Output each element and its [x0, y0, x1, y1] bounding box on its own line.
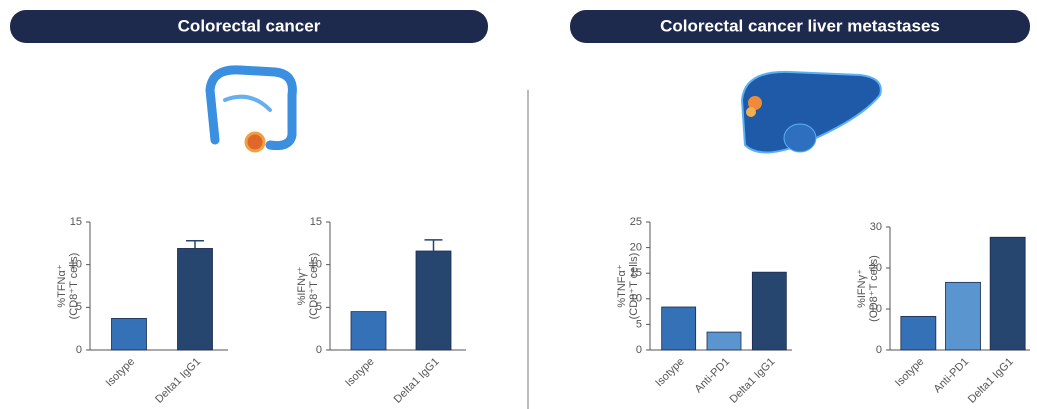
y-axis-label: %TFNα⁺ [56, 264, 68, 308]
error-bar [186, 240, 204, 249]
bar [350, 311, 387, 351]
y-tick-label: 15 [630, 267, 642, 279]
y-tick-label: 25 [630, 216, 642, 228]
bar [706, 331, 742, 351]
x-tick-label: Delta1 IgG1 [392, 356, 442, 406]
y-tick-label: 5 [316, 301, 322, 313]
y-axis-label: (CD8⁺T cells) [628, 253, 640, 320]
panel-title: Colorectal cancer liver metastases [660, 16, 940, 35]
x-tick-label: Anti-PD1 [693, 356, 733, 396]
panel-header [570, 10, 1030, 43]
y-tick-label: 0 [316, 344, 322, 356]
bar [177, 248, 213, 351]
y-tick-label: 10 [310, 259, 322, 271]
x-tick-label: Isotype [653, 356, 687, 390]
y-tick-label: 0 [876, 344, 882, 356]
x-tick-label: Isotype [104, 356, 138, 390]
y-axis-label: %IFNγ⁺ [856, 269, 868, 308]
y-axis-label: %TNFα⁺ [616, 264, 628, 308]
panel-title: Colorectal cancer [178, 16, 321, 35]
bar [945, 281, 981, 351]
bar [415, 250, 452, 351]
panel-header [10, 10, 488, 43]
liver-illustration [740, 70, 882, 154]
y-tick-label: 20 [630, 242, 642, 254]
y-tick-label: 5 [636, 318, 642, 330]
bar [661, 306, 697, 351]
x-tick-label: Isotype [893, 356, 927, 390]
x-tick-label: Delta1 IgG1 [153, 356, 203, 406]
y-tick-label: 30 [870, 221, 882, 233]
bar [751, 271, 787, 351]
bar [111, 318, 147, 351]
y-tick-label: 15 [70, 216, 82, 228]
y-axis-label: %IFNγ⁺ [296, 266, 308, 305]
y-axis-label: (CD8⁺T cells) [868, 255, 880, 322]
x-tick-label: Anti-PD1 [932, 356, 972, 396]
y-axis-label: (CD8⁺T cells) [308, 253, 320, 320]
y-tick-label: 10 [630, 293, 642, 305]
y-axis-label: (CD8⁺T cells) [68, 253, 80, 320]
error-bar [424, 239, 443, 252]
y-tick-label: 0 [636, 344, 642, 356]
bar [900, 315, 937, 351]
x-tick-label: Delta1 IgG1 [966, 356, 1016, 406]
colon-illustration [205, 65, 297, 153]
y-tick-label: 10 [70, 259, 82, 271]
y-tick-label: 5 [76, 301, 82, 313]
y-tick-label: 10 [870, 303, 882, 315]
x-tick-label: Isotype [343, 356, 377, 390]
y-tick-label: 15 [310, 216, 322, 228]
y-tick-label: 20 [870, 262, 882, 274]
y-tick-label: 0 [76, 344, 82, 356]
bar [989, 236, 1026, 351]
x-tick-label: Delta1 IgG1 [728, 356, 778, 406]
